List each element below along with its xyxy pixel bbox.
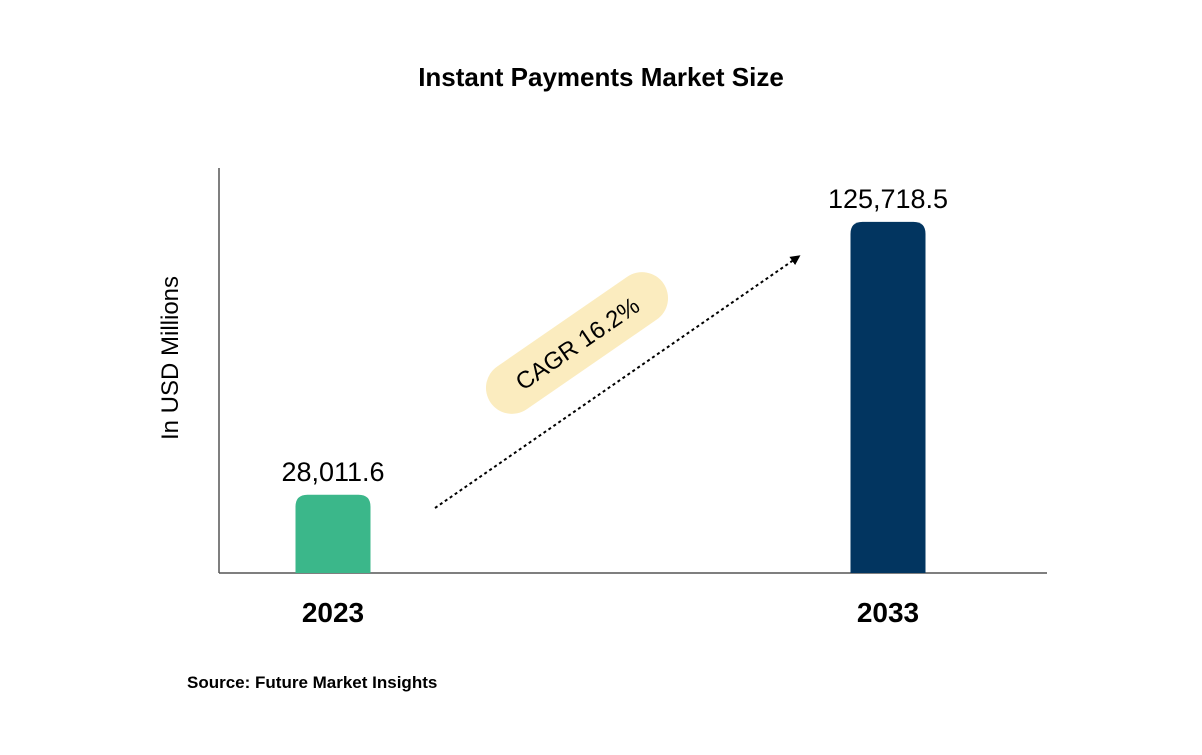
x-tick-label-2023: 2023 xyxy=(302,597,364,628)
bar-2023 xyxy=(295,494,371,573)
cagr-badge-background xyxy=(485,272,669,414)
data-label-2033: 125,718.5 xyxy=(828,184,948,214)
chart-title: Instant Payments Market Size xyxy=(418,62,784,92)
bar-2033 xyxy=(850,221,926,573)
cagr-arrow xyxy=(434,255,801,509)
source-note: Source: Future Market Insights xyxy=(187,673,437,692)
x-tick-label-2033: 2033 xyxy=(857,597,919,628)
bars-group: 28,011.6 2023 125,718.5 2033 xyxy=(281,184,948,628)
cagr-badge: CAGR 16.2% xyxy=(485,272,669,414)
data-label-2023: 28,011.6 xyxy=(281,457,384,487)
y-axis-label: In USD Millions xyxy=(157,276,184,440)
